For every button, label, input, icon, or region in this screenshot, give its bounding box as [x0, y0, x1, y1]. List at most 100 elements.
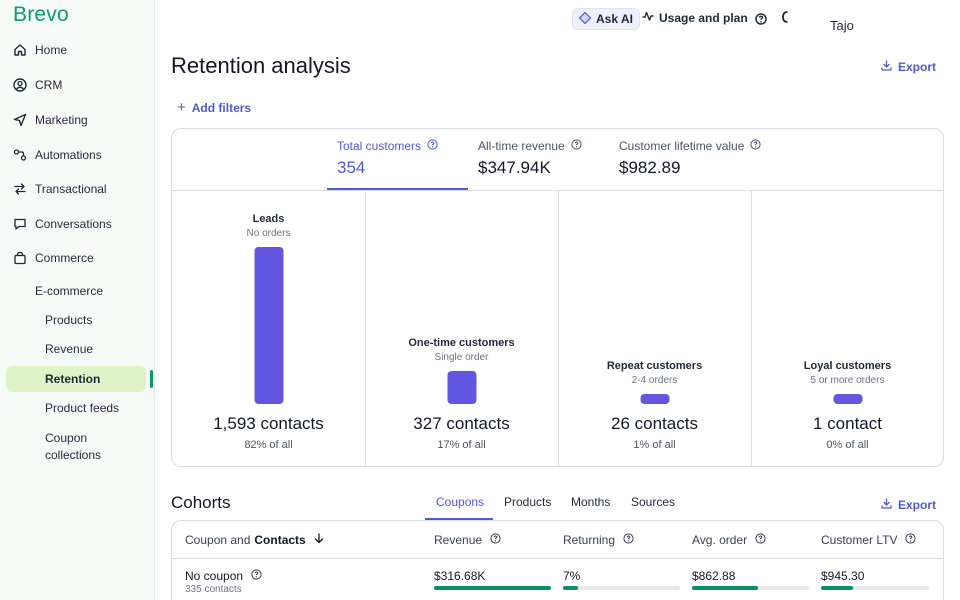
export-button[interactable]: Export — [881, 60, 936, 74]
revenue-value: $316.68K — [434, 569, 486, 583]
segment-description: Single order — [434, 352, 489, 363]
sidebar-item-products[interactable]: Products — [45, 313, 93, 327]
column-header-avg-order[interactable]: Avg. order — [692, 533, 766, 547]
ltv-bar-fill — [821, 586, 854, 590]
active-tab-underline — [425, 518, 493, 520]
info-icon[interactable] — [571, 139, 582, 153]
download-icon — [881, 60, 892, 74]
metric-customer-lifetime-value[interactable]: Customer lifetime value $982.89 — [619, 139, 761, 178]
cohorts-export-button[interactable]: Export — [881, 498, 936, 512]
tab-months[interactable]: Months — [571, 495, 611, 509]
returning-value: 7% — [563, 569, 581, 583]
metric-label: All-time revenue — [478, 139, 565, 153]
segment-bar — [447, 371, 476, 404]
metric-all-time-revenue[interactable]: All-time revenue $347.94K — [478, 139, 582, 178]
metric-total-customers[interactable]: Total customers 354 — [337, 139, 438, 178]
info-icon[interactable] — [755, 533, 766, 547]
info-icon[interactable] — [490, 533, 501, 547]
brevo-logo[interactable]: Brevo — [13, 3, 69, 26]
segment-leads[interactable]: Leads No orders 1,593 contacts 82% of al… — [172, 191, 365, 466]
revenue-bar-track — [434, 586, 551, 590]
segment-count: 26 contacts — [611, 414, 698, 433]
help-icon[interactable] — [755, 12, 767, 30]
sidebar-item-automations[interactable]: Automations — [12, 143, 102, 167]
sidebar-item-product-feeds[interactable]: Product feeds — [45, 401, 120, 415]
sidebar-active-highlight — [6, 366, 146, 392]
divider — [172, 190, 943, 191]
segment-name: Leads — [252, 213, 285, 225]
info-icon[interactable] — [905, 533, 917, 547]
sidebar-item-label: Marketing — [35, 113, 88, 127]
active-indicator — [150, 370, 153, 388]
returning-bar-track — [563, 586, 680, 590]
segment-share: 0% of all — [826, 439, 869, 451]
transfer-icon — [12, 182, 27, 197]
sidebar-item-commerce[interactable]: Commerce — [12, 246, 94, 270]
automation-icon — [12, 148, 27, 163]
cohort-name-cell: No coupon — [185, 569, 262, 583]
segment-one-time-customers[interactable]: One-time customers Single order 327 cont… — [365, 191, 558, 466]
sidebar-item-label: Coupon — [45, 431, 88, 445]
sidebar-item-label: CRM — [35, 78, 63, 92]
sidebar: Brevo Home CRM Marketing Automations — [0, 0, 155, 600]
segment-repeat-customers[interactable]: Repeat customers 2-4 orders 26 contacts … — [558, 191, 751, 466]
sort-arrow-down-icon[interactable] — [314, 533, 324, 547]
ask-ai-label: Ask AI — [596, 12, 633, 26]
column-header-customer-ltv[interactable]: Customer LTV — [821, 533, 917, 547]
settings-icon[interactable] — [782, 11, 788, 26]
column-header-returning[interactable]: Returning — [563, 533, 634, 547]
add-filters-button[interactable]: + Add filters — [177, 99, 251, 116]
info-icon[interactable] — [750, 139, 761, 153]
segment-count: 1 contact — [813, 414, 882, 433]
column-header-label: Returning — [563, 533, 616, 547]
tab-coupons[interactable]: Coupons — [436, 495, 485, 509]
sidebar-item-coupon-collections[interactable]: Coupon collections — [45, 431, 101, 462]
sidebar-item-label: Conversations — [35, 217, 112, 231]
metric-value: $982.89 — [619, 158, 681, 177]
cohorts-table: Coupon and Contacts Revenue Returning Av… — [171, 520, 944, 600]
avg-order-value: $862.88 — [692, 569, 736, 583]
info-icon[interactable] — [427, 139, 438, 153]
active-tab-underline — [327, 188, 468, 190]
column-header-coupon[interactable]: Coupon and Contacts — [185, 533, 324, 547]
column-header-label: Coupon and — [185, 533, 251, 547]
tab-sources[interactable]: Sources — [631, 495, 676, 509]
chat-icon — [12, 217, 27, 232]
segment-share: 82% of all — [244, 439, 293, 451]
segment-loyal-customers[interactable]: Loyal customers 5 or more orders 1 conta… — [751, 191, 943, 466]
divider — [558, 191, 559, 466]
sidebar-subgroup-ecommerce[interactable]: E-commerce — [35, 284, 104, 298]
metric-label: Customer lifetime value — [619, 139, 745, 153]
sidebar-item-crm[interactable]: CRM — [12, 73, 62, 97]
info-icon[interactable] — [251, 569, 262, 583]
sidebar-item-label: Home — [35, 43, 68, 57]
divider — [365, 191, 366, 466]
column-header-revenue[interactable]: Revenue — [434, 533, 501, 547]
sidebar-item-transactional[interactable]: Transactional — [12, 177, 107, 201]
divider — [172, 558, 943, 559]
export-label: Export — [898, 60, 937, 74]
column-header-label: Customer LTV — [821, 533, 898, 547]
segment-description: No orders — [246, 228, 291, 239]
add-filters-label: Add filters — [191, 100, 252, 115]
sidebar-item-home[interactable]: Home — [12, 38, 67, 62]
avg-order-bar-fill — [692, 586, 758, 590]
segment-description: 2-4 orders — [631, 375, 678, 386]
sidebar-item-retention[interactable]: Retention — [45, 372, 101, 386]
segment-count: 1,593 contacts — [213, 414, 324, 433]
segment-name: One-time customers — [408, 337, 515, 349]
ask-ai-button[interactable]: Ask AI — [572, 8, 640, 30]
usage-and-plan-button[interactable]: Usage and plan — [642, 10, 748, 25]
activity-icon — [642, 10, 654, 25]
cohort-contacts: 335 contacts — [185, 584, 242, 595]
ltv-bar-track — [821, 586, 929, 590]
info-icon[interactable] — [623, 533, 634, 547]
revenue-bar-fill — [434, 586, 551, 590]
sidebar-item-label: Commerce — [35, 251, 94, 265]
sidebar-item-marketing[interactable]: Marketing — [12, 108, 88, 132]
tab-products[interactable]: Products — [504, 495, 552, 509]
sidebar-item-conversations[interactable]: Conversations — [12, 212, 112, 236]
user-name[interactable]: Tajo — [830, 18, 854, 33]
column-header-label: Revenue — [434, 533, 483, 547]
sidebar-item-revenue[interactable]: Revenue — [45, 342, 94, 356]
